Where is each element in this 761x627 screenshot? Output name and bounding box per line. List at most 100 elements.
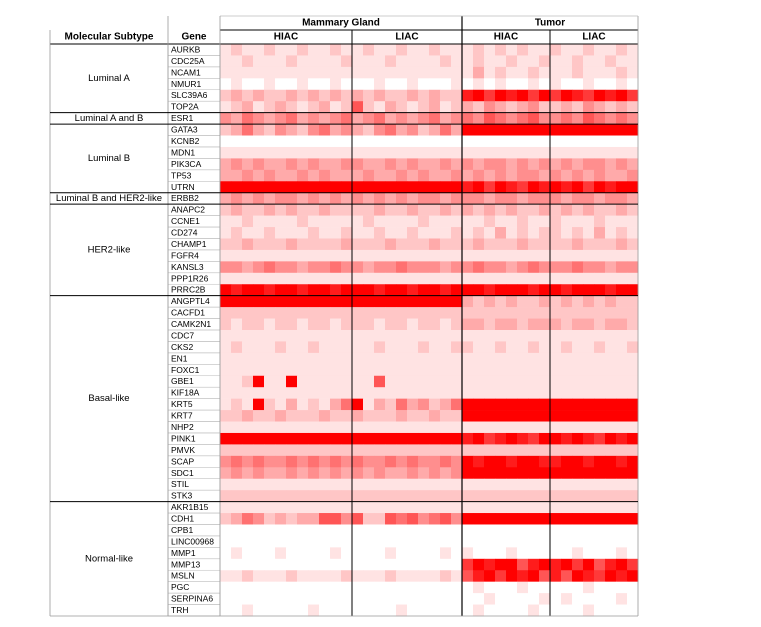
heat-cell [561, 581, 573, 594]
heat-cell [374, 455, 386, 468]
heat-cell [605, 169, 617, 182]
heat-cell [462, 410, 474, 422]
heat-cell [605, 570, 617, 582]
heat-cell [231, 78, 243, 91]
heat-cell [605, 330, 617, 342]
heat-cell [407, 455, 419, 468]
heat-cell [605, 238, 617, 251]
heat-cell [319, 581, 331, 594]
heat-cell [473, 307, 485, 319]
heat-cell [462, 135, 474, 148]
heat-cell [462, 204, 474, 216]
heat-cell [407, 318, 419, 331]
heat-cell [517, 192, 529, 205]
heat-cell [341, 364, 353, 377]
heat-cell [506, 410, 518, 422]
heat-cell [297, 330, 309, 342]
heat-cell [407, 478, 419, 491]
subgroup-header: HIAC [274, 32, 298, 43]
gene-label: CDH1 [171, 514, 194, 524]
heat-cell [418, 169, 430, 182]
heat-cell [539, 581, 551, 594]
heat-cell [572, 169, 584, 182]
heat-cell [264, 215, 276, 228]
heat-cell [627, 398, 639, 411]
heat-cell [605, 101, 617, 113]
heat-cell [550, 387, 562, 399]
heat-cell [286, 295, 298, 308]
heat-cell [605, 135, 617, 148]
heat-cell [264, 78, 276, 91]
heat-cell [440, 604, 452, 617]
heat-cell [220, 284, 232, 296]
heat-cell [605, 44, 617, 56]
heat-cell [594, 101, 606, 113]
heat-cell [341, 204, 353, 216]
heat-cell [506, 467, 518, 480]
heat-cell [286, 501, 298, 514]
heat-cell [385, 66, 397, 79]
heat-cell [407, 307, 419, 319]
heat-cell [550, 478, 562, 491]
heat-cell [528, 513, 540, 525]
heat-cell [330, 570, 342, 582]
heat-cell [297, 78, 309, 91]
heat-cell [550, 535, 562, 548]
heat-cell [473, 249, 485, 262]
heat-cell [528, 227, 540, 239]
heat-cell [264, 272, 276, 285]
heat-cell [275, 101, 287, 113]
heat-cell [308, 249, 320, 262]
heat-cell [473, 55, 485, 68]
heat-cell [407, 398, 419, 411]
heat-cell [605, 341, 617, 354]
heat-cell [572, 204, 584, 216]
heat-cell [539, 352, 551, 365]
heat-cell [605, 513, 617, 525]
heat-cell [396, 352, 408, 365]
heat-cell [495, 55, 507, 68]
heat-cell [539, 215, 551, 228]
heat-cell [330, 593, 342, 605]
heat-cell [319, 135, 331, 148]
heat-cell [374, 524, 386, 537]
heat-cell [572, 501, 584, 514]
heat-cell [462, 66, 474, 79]
heat-cell [297, 558, 309, 571]
heat-cell [253, 112, 265, 125]
heat-cell [352, 78, 364, 91]
heat-cell [517, 78, 529, 91]
heat-cell [341, 249, 353, 262]
heat-cell [429, 169, 441, 182]
heat-cell [495, 227, 507, 239]
heat-cell [616, 215, 628, 228]
heat-cell [616, 204, 628, 216]
heat-cell [363, 158, 375, 171]
heat-cell [517, 352, 529, 365]
gene-label: CKS2 [171, 342, 193, 352]
heat-cell [583, 467, 595, 480]
heat-cell [308, 478, 320, 491]
heat-cell [319, 524, 331, 537]
heat-cell [231, 101, 243, 113]
heat-cell [363, 135, 375, 148]
heat-cell [319, 78, 331, 91]
heat-cell [473, 272, 485, 285]
heat-cell [451, 89, 463, 102]
heat-cell [550, 78, 562, 91]
heat-cell [231, 181, 243, 194]
heat-cell [286, 238, 298, 251]
gene-label: NMUR1 [171, 79, 201, 89]
heat-cell [231, 398, 243, 411]
heat-cell [506, 44, 518, 56]
heat-cell [429, 89, 441, 102]
heat-cell [451, 261, 463, 274]
heat-cell [484, 387, 496, 399]
heat-cell [330, 181, 342, 194]
heat-cell [275, 272, 287, 285]
heat-cell [308, 501, 320, 514]
heat-cell [616, 341, 628, 354]
heat-cell [231, 513, 243, 525]
heat-cell [319, 387, 331, 399]
gene-label: CACFD1 [171, 308, 205, 318]
